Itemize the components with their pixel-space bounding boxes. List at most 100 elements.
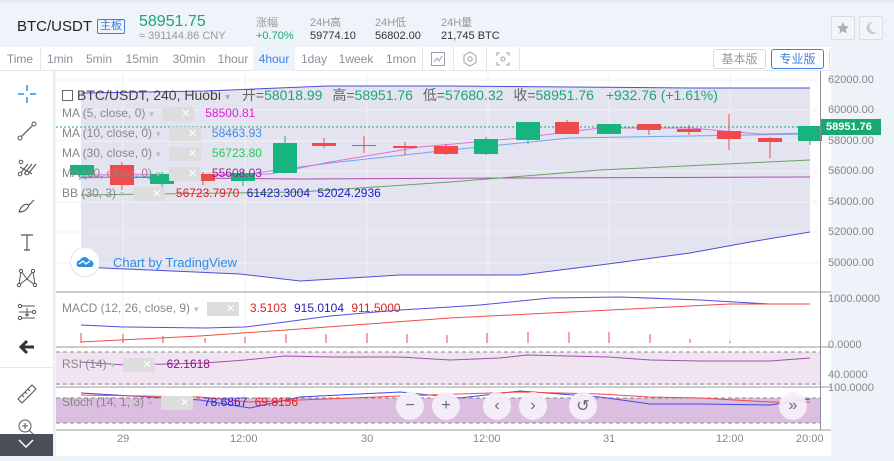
interval-1min[interactable]: 1min <box>46 52 73 66</box>
chevron-down-icon[interactable]: ▾ <box>120 189 125 199</box>
interval-1mon[interactable]: 1mon <box>385 52 417 66</box>
symbol-title: BTC/USDT <box>17 18 92 35</box>
volume-label: 24H量 <box>441 17 473 29</box>
open-value: 58018.99 <box>264 87 323 103</box>
chevron-down-icon[interactable]: ▾ <box>110 360 116 370</box>
double-chevron-right-icon: » <box>788 397 798 414</box>
legend-ma5: MA (5, close, 0) ▾ ✕ 58500.81 <box>62 106 255 121</box>
indicator-name: MA (30, close, 0) <box>62 146 153 160</box>
chevron-down-icon[interactable]: ▾ <box>156 129 161 139</box>
scroll-right-button[interactable]: › <box>519 392 547 420</box>
gear-icon[interactable] <box>132 186 149 201</box>
plus-icon: + <box>441 397 451 414</box>
gear-icon[interactable] <box>123 357 140 372</box>
low-value: 56802.00 <box>375 30 421 42</box>
favorite-button[interactable] <box>831 16 855 40</box>
close-icon[interactable]: ✕ <box>184 166 201 181</box>
gear-icon[interactable] <box>168 146 185 161</box>
close-value: 58951.76 <box>535 87 594 103</box>
interval-1week[interactable]: 1week <box>338 52 374 66</box>
hide-toolbar-button[interactable] <box>12 332 42 362</box>
gear-icon[interactable] <box>206 301 223 316</box>
pattern-icon <box>16 268 38 288</box>
close-icon[interactable]: ✕ <box>148 186 165 201</box>
interval-toolbar: Time 1min 5min 15min 30min 1hour 4hour 1… <box>0 47 831 71</box>
indicator-name: Stoch (14, 1, 3) <box>62 395 145 409</box>
fullscreen-icon <box>496 52 510 66</box>
pattern-tool[interactable] <box>12 263 42 293</box>
text-tool[interactable] <box>12 227 42 257</box>
volume-value: 21,745 BTC <box>441 30 500 42</box>
close-icon[interactable]: ✕ <box>184 126 201 141</box>
cloud-chart-icon <box>76 257 94 267</box>
collapse-legend-icon[interactable] <box>62 90 73 101</box>
expand-toolbar-button[interactable] <box>0 434 53 456</box>
theme-toggle-button[interactable] <box>859 16 883 40</box>
prediction-tool[interactable] <box>12 297 42 327</box>
ruler-tool[interactable] <box>12 379 42 409</box>
indicator-name: MA (10, close, 0) <box>62 126 153 140</box>
close-icon[interactable]: ✕ <box>139 357 156 372</box>
interval-1day[interactable]: 1day <box>300 52 328 66</box>
interval-15min[interactable]: 15min <box>125 52 159 66</box>
chevron-down-icon[interactable]: ▾ <box>224 92 230 103</box>
reset-chart-button[interactable]: ↺ <box>569 392 597 420</box>
chevron-left-icon: ‹ <box>494 397 500 414</box>
gear-icon[interactable] <box>168 166 185 181</box>
brush-tool[interactable] <box>12 190 42 220</box>
zoom-out-button[interactable]: − <box>396 392 424 420</box>
minus-icon: − <box>405 397 415 414</box>
indicator-value: 55608.03 <box>211 166 262 180</box>
legend-macd: MACD (12, 26, close, 9) ▾ ✕ 3.5103 915.010… <box>62 301 401 316</box>
scroll-left-button[interactable]: ‹ <box>483 392 511 420</box>
interval-5min[interactable]: 5min <box>85 52 112 66</box>
price-axis-label: 58000.00 <box>828 135 874 147</box>
close-icon[interactable]: ✕ <box>184 146 201 161</box>
price-axis-label: 50000.00 <box>828 257 874 269</box>
scroll-to-end-button[interactable]: » <box>779 392 807 420</box>
indicator-value: 69.8156 <box>254 395 299 409</box>
indicator-name: BB (30, 3) <box>62 186 117 200</box>
interval-time[interactable]: Time <box>6 52 34 66</box>
chart-canvas[interactable]: BTC/USDT, 240, Huobi ▾ 开=58018.99 高=58951… <box>56 71 881 456</box>
interval-1hour[interactable]: 1hour <box>217 52 249 66</box>
pitchfork-icon <box>17 159 37 177</box>
chevron-down-icon[interactable]: ▾ <box>194 304 199 314</box>
interval-4hour[interactable]: 4hour <box>253 47 295 71</box>
back-arrow-icon <box>18 339 34 355</box>
gear-icon[interactable] <box>160 395 177 410</box>
legend-ma60: MA (60, close, 0) ▾ ✕ 55608.03 <box>62 166 262 181</box>
tradingview-link[interactable]: Chart by TradingView <box>113 255 238 270</box>
crosshair-tool[interactable] <box>12 79 42 109</box>
chart-settings-button[interactable] <box>455 47 485 71</box>
interval-30min[interactable]: 30min <box>172 52 206 66</box>
legend-ma10: MA (10, close, 0) ▾ ✕ 58463.93 <box>62 126 262 141</box>
chevron-down-icon[interactable]: ▾ <box>156 169 161 179</box>
close-icon[interactable]: ✕ <box>177 106 194 121</box>
trendline-tool[interactable] <box>12 116 42 146</box>
gear-icon[interactable] <box>168 126 185 141</box>
legend-ma30: MA (30, close, 0) ▾ ✕ 56723.80 <box>62 146 262 161</box>
tradingview-logo[interactable] <box>70 247 100 277</box>
indicator-button[interactable] <box>424 47 452 71</box>
chevron-down-icon[interactable]: ▾ <box>156 149 161 159</box>
chevron-down-icon[interactable]: ▾ <box>148 398 153 408</box>
chevron-down-icon[interactable]: ▾ <box>149 109 154 119</box>
legend-stoch: Stoch (14, 1, 3) ▾ ✕ 78.6867 69.8156 <box>62 395 298 410</box>
time-axis-label: 20:00 <box>796 433 824 445</box>
last-price-tag: 58951.76 <box>821 119 881 135</box>
macd-axis-label: 1000.0000 <box>828 293 880 305</box>
pitchfork-tool[interactable] <box>12 153 42 183</box>
view-pro-button[interactable]: 专业版 <box>771 49 824 69</box>
zoom-in-button[interactable]: + <box>432 392 460 420</box>
view-basic-button[interactable]: 基本版 <box>713 49 766 69</box>
indicator-name: MA (60, close, 0) <box>62 166 153 180</box>
high-value: 58951.76 <box>354 87 413 103</box>
fullscreen-button[interactable] <box>488 47 518 71</box>
gear-icon[interactable] <box>161 106 178 121</box>
brush-icon <box>18 199 35 213</box>
close-icon[interactable]: ✕ <box>222 301 239 316</box>
chart-legend-title: BTC/USDT, 240, Huobi ▾ 开=58018.99 高=58951… <box>62 85 718 105</box>
close-icon[interactable]: ✕ <box>176 395 193 410</box>
indicator-icon <box>431 52 445 66</box>
